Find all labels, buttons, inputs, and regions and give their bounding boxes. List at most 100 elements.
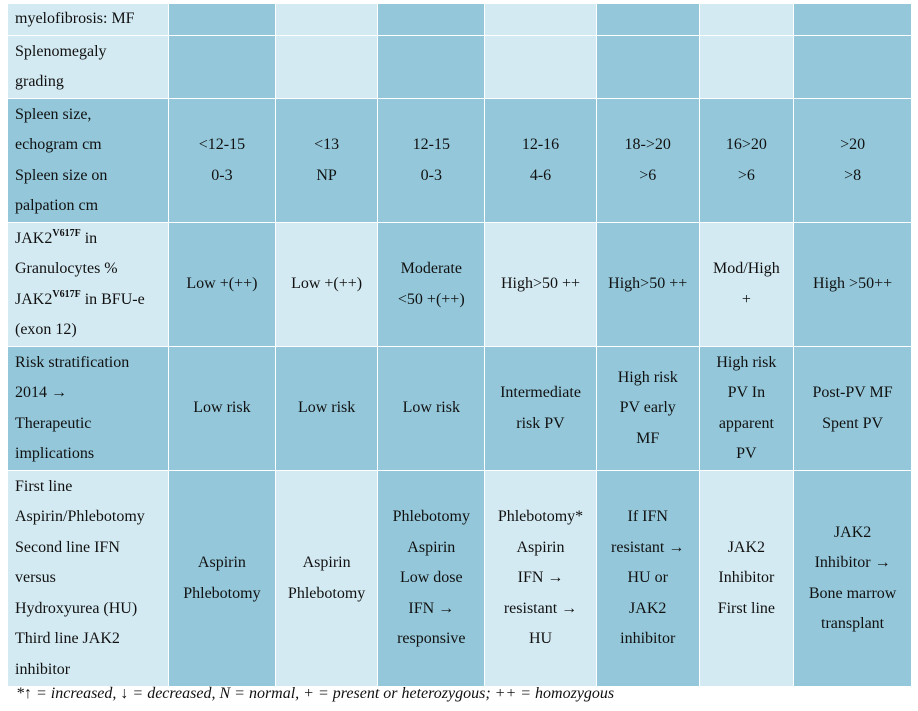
cell-line: Low +(++) <box>186 275 258 293</box>
table-cell <box>168 35 276 99</box>
header-line: Spleen size on <box>15 166 108 184</box>
cell-line: 12-15 <box>412 136 450 153</box>
table-footnote: *↑ = increased, ↓ = decreased, N = norma… <box>16 685 615 702</box>
cell-line: Low dose <box>399 569 463 587</box>
cell-line: Phlebotomy <box>287 584 366 602</box>
table-cell <box>484 3 597 36</box>
header-line: Splenomegaly <box>15 42 107 60</box>
table-cell: High risk PV In apparent PV <box>698 346 795 471</box>
variant-superscript: V617F <box>52 227 81 239</box>
table-cell: Phlebotomy* Aspirin IFN → resistant → HU <box>484 470 597 687</box>
header-line: (exon 12) <box>15 321 77 338</box>
table-cell: <13 NP <box>274 98 379 223</box>
jak2-label: JAK2 <box>15 229 53 247</box>
table-cell: Mod/High + <box>698 222 795 347</box>
header-line: Hydroxyurea (HU) <box>15 599 138 617</box>
cell-line: High >50++ <box>813 275 893 293</box>
cell-line: High risk <box>617 368 678 386</box>
table-cell: 12-15 0-3 <box>377 98 486 223</box>
cell-line: If IFN <box>627 508 668 526</box>
cell-line: Post-PV MF <box>812 384 893 401</box>
table-cell: Aspirin Phlebotomy <box>168 470 276 687</box>
row-header: Splenomegaly grading <box>6 35 170 99</box>
header-line: Therapeutic <box>15 414 92 432</box>
header-line: Second line IFN <box>15 538 120 556</box>
table-cell <box>377 3 486 36</box>
cell-line: Aspirin <box>407 538 456 556</box>
table-cell: Post-PV MF Spent PV <box>793 346 912 471</box>
header-line: grading <box>15 73 64 90</box>
cell-line: 12-16 <box>521 136 560 153</box>
cell-line: resistant → <box>611 538 685 556</box>
cell-line: IFN → <box>408 599 455 617</box>
cell-line: Aspirin <box>197 554 246 571</box>
cell-line: 16>20 <box>725 136 767 153</box>
header-line: Aspirin/Phlebotomy <box>15 508 145 526</box>
table-cell: <12-15 0-3 <box>168 98 276 223</box>
cell-line: PV In <box>727 384 766 401</box>
table-row: First line Aspirin/Phlebotomy Second lin… <box>6 470 912 687</box>
table-cell: Low +(++) <box>168 222 276 347</box>
table-cell <box>793 35 912 99</box>
table-cell: High>50 ++ <box>484 222 597 347</box>
cell-line: Low risk <box>297 399 356 417</box>
header-line: First line <box>15 477 73 495</box>
row-header: Spleen size, echogram cm Spleen size on … <box>6 98 170 223</box>
cell-line: >8 <box>844 166 862 184</box>
header-line: myelofibrosis: MF <box>15 10 135 28</box>
header-line: Granulocytes % <box>15 260 118 277</box>
classification-table: myelofibrosis: MF Splenomegaly grading <box>6 3 912 687</box>
cell-line: Aspirin <box>516 538 565 556</box>
table-cell <box>698 3 795 36</box>
table-cell: 16>20 >6 <box>698 98 795 223</box>
cell-line: >6 <box>737 166 755 184</box>
cell-line: risk PV <box>516 414 565 432</box>
table-cell: Low risk <box>168 346 276 471</box>
cell-line: inhibitor <box>620 630 676 648</box>
table-cell: 18->20 >6 <box>595 98 700 223</box>
header-line: Third line JAK2 <box>15 630 120 648</box>
cell-line: resistant → <box>503 599 578 617</box>
cell-line: High>50 ++ <box>608 275 688 293</box>
cell-line: IFN → <box>517 569 564 587</box>
cell-line: PV <box>736 445 757 462</box>
table-cell <box>274 35 379 99</box>
row-header: First line Aspirin/Phlebotomy Second lin… <box>6 470 170 687</box>
cell-line: Mod/High <box>713 260 780 277</box>
cell-line: HU or <box>627 569 668 587</box>
table-cell: Low +(++) <box>274 222 379 347</box>
cell-line: High risk <box>716 353 777 371</box>
cell-line: 4-6 <box>529 166 552 184</box>
table-row: Risk stratification 2014 → Therapeutic i… <box>6 346 912 471</box>
table-cell: Phlebotomy Aspirin Low dose IFN → respon… <box>377 470 486 687</box>
cell-line: >20 <box>840 136 866 153</box>
header-line: implications <box>15 445 95 462</box>
cell-line: <12-15 <box>198 136 246 153</box>
header-line: Spleen size, <box>15 105 92 123</box>
cell-line: JAK2 <box>833 523 872 541</box>
header-line: JAK2V617F in <box>15 224 168 255</box>
row-header: Risk stratification 2014 → Therapeutic i… <box>6 346 170 471</box>
cell-line: Inhibitor <box>718 569 775 587</box>
cell-line: + <box>741 290 751 308</box>
table-cell <box>377 35 486 99</box>
table-cell: JAK2 Inhibitor First line <box>698 470 795 687</box>
bfu-label: in BFU-e <box>80 290 145 308</box>
table-row: myelofibrosis: MF <box>6 3 912 36</box>
cell-line: Spent PV <box>822 414 884 432</box>
cell-line: <13 <box>314 136 340 153</box>
table-row: Spleen size, echogram cm Spleen size on … <box>6 98 912 223</box>
table-cell: High>50 ++ <box>595 222 700 347</box>
table-cell: High >50++ <box>793 222 912 347</box>
cell-line: >6 <box>639 166 657 184</box>
cell-line: JAK2 <box>727 538 766 556</box>
table-cell: If IFN resistant → HU or JAK2 inhibitor <box>595 470 700 687</box>
in-label: in <box>80 229 98 247</box>
cell-line: HU <box>528 630 553 648</box>
cell-line: Low +(++) <box>291 275 363 293</box>
cell-line: responsive <box>397 630 466 648</box>
header-line: JAK2V617F in BFU-e <box>15 285 168 316</box>
table-cell: >20 >8 <box>793 98 912 223</box>
table-cell: Intermediate risk PV <box>484 346 597 471</box>
cell-line: <50 +(++) <box>397 290 465 308</box>
